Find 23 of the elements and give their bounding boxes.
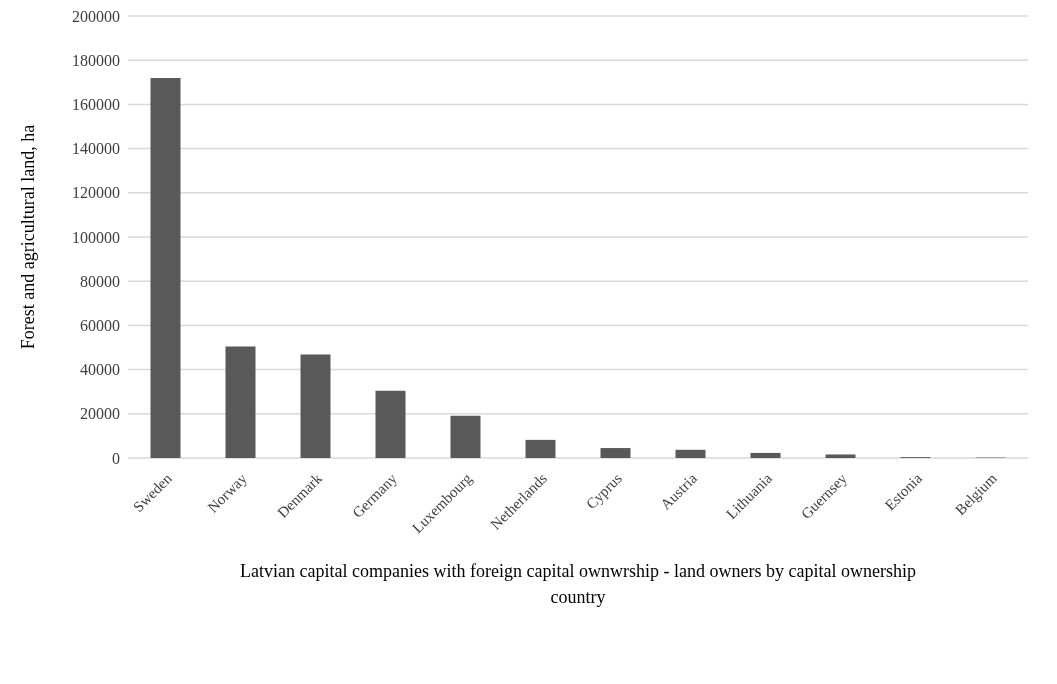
- y-tick-label: 40000: [80, 361, 120, 379]
- y-tick-label: 20000: [80, 405, 120, 423]
- x-axis-title: Latvian capital companies with foreign capital ownwrship - land owners by capital ownership country: [239, 560, 917, 609]
- bar: [375, 390, 406, 458]
- bar: [450, 415, 481, 458]
- bar: [300, 354, 331, 458]
- bar: [600, 448, 631, 458]
- bar: [525, 439, 556, 458]
- bar: [825, 454, 856, 458]
- y-axis-title: Forest and agricultural land, ha: [18, 124, 39, 350]
- y-tick-label: 140000: [72, 140, 120, 158]
- y-tick-label: 200000: [72, 7, 120, 25]
- bar: [750, 452, 781, 458]
- y-tick-label: 180000: [72, 51, 120, 69]
- y-tick-label: 160000: [72, 96, 120, 114]
- y-tick-label: 80000: [80, 272, 120, 290]
- bar: [675, 449, 706, 458]
- y-tick-label: 100000: [72, 228, 120, 246]
- bar: [150, 77, 181, 458]
- y-tick-label: 0: [112, 449, 120, 467]
- y-tick-label: 120000: [72, 184, 120, 202]
- bar: [225, 346, 256, 458]
- y-tick-label: 60000: [80, 317, 120, 335]
